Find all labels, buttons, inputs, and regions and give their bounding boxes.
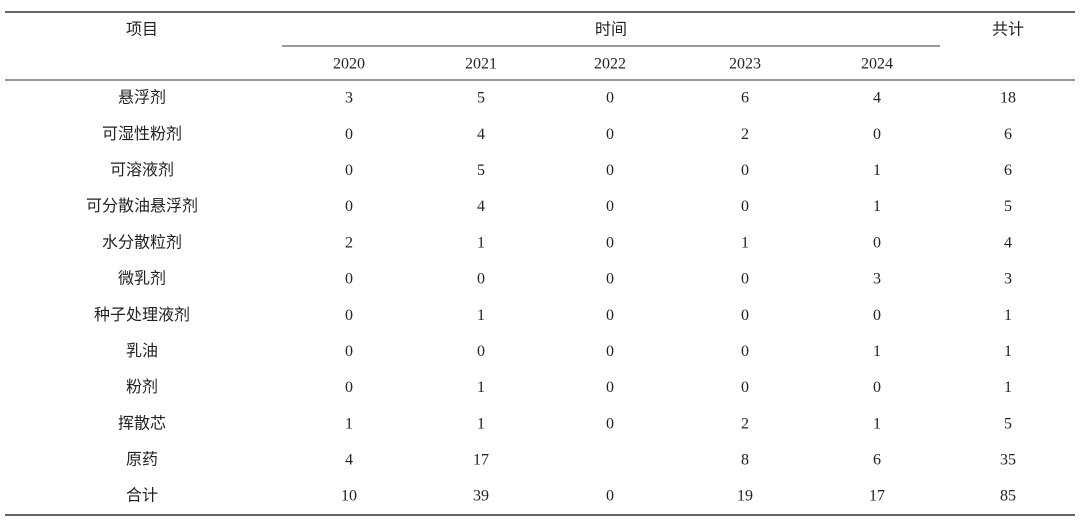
year-header: 2022 [594,56,626,73]
cell-value: 17 [869,488,885,505]
cell-value: 0 [345,198,353,215]
cell-value: 1 [477,307,485,324]
cell-value: 0 [741,271,749,288]
cell-value: 1 [873,162,881,179]
row-label: 乳油 [126,342,158,360]
year-header: 2023 [729,56,761,73]
cell-value: 10 [341,488,357,505]
cell-value: 1 [1004,379,1012,396]
cell-value: 0 [345,343,353,360]
cell-value: 0 [345,307,353,324]
cell-value: 1 [741,234,749,251]
cell-value: 6 [873,451,881,468]
cell-value: 4 [873,90,881,107]
cell-value: 5 [1004,415,1012,432]
cell-value: 19 [737,488,753,505]
cell-value: 4 [477,126,485,143]
cell-value: 1 [873,343,881,360]
cell-value: 8 [741,451,749,468]
cell-value: 0 [741,162,749,179]
cell-value: 1 [477,234,485,251]
header-time: 时间 [595,21,627,39]
year-header: 2021 [465,56,497,73]
row-label: 挥散芯 [118,414,166,432]
cell-value: 0 [606,90,614,107]
cell-value: 0 [741,343,749,360]
year-header: 2024 [861,56,893,73]
row-label: 种子处理液剂 [94,306,190,324]
cell-value: 85 [1000,488,1016,505]
cell-value: 6 [741,90,749,107]
cell-value: 0 [606,198,614,215]
cell-value: 0 [606,162,614,179]
cell-value: 0 [606,307,614,324]
row-label: 原药 [126,450,158,468]
cell-value: 0 [873,234,881,251]
cell-value: 1 [1004,307,1012,324]
row-label: 可湿性粉剂 [102,125,182,143]
cell-value: 0 [477,271,485,288]
cell-value: 1 [477,379,485,396]
cell-value: 3 [1004,271,1012,288]
header-total: 共计 [992,21,1024,39]
cell-value: 0 [345,379,353,396]
cell-value: 3 [345,90,353,107]
cell-value: 5 [477,90,485,107]
cell-value: 0 [741,198,749,215]
cell-value: 1 [873,198,881,215]
row-label: 悬浮剂 [118,89,166,107]
row-label: 水分散粒剂 [102,233,182,251]
cell-value: 5 [477,162,485,179]
cell-value: 0 [606,379,614,396]
row-label: 粉剂 [126,378,158,396]
row-label: 可分散油悬浮剂 [86,197,198,215]
cell-value: 2 [741,415,749,432]
cell-value: 1 [477,415,485,432]
row-label: 合计 [126,487,158,505]
cell-value: 2 [741,126,749,143]
cell-value: 0 [606,343,614,360]
cell-value: 2 [345,234,353,251]
cell-value: 0 [606,234,614,251]
cell-value: 1 [873,415,881,432]
cell-value: 0 [873,126,881,143]
cell-value: 4 [477,198,485,215]
cell-value: 4 [345,451,353,468]
cell-value: 0 [345,271,353,288]
cell-value: 6 [1004,126,1012,143]
cell-value: 1 [345,415,353,432]
cell-value: 6 [1004,162,1012,179]
row-label: 微乳剂 [118,270,166,288]
cell-value: 0 [606,415,614,432]
cell-value: 0 [606,126,614,143]
cell-value: 35 [1000,451,1016,468]
cell-value: 4 [1004,234,1012,251]
year-header: 2020 [333,56,365,73]
cell-value: 17 [473,451,489,468]
row-label: 可溶液剂 [110,161,174,179]
cell-value: 39 [473,488,489,505]
cell-value: 0 [741,379,749,396]
cell-value: 5 [1004,198,1012,215]
cell-value: 0 [345,162,353,179]
header-item: 项目 [126,22,158,39]
cell-value: 1 [1004,343,1012,360]
cell-value: 0 [345,126,353,143]
cell-value: 3 [873,271,881,288]
cell-value: 0 [741,307,749,324]
cell-value: 0 [873,307,881,324]
cell-value: 0 [873,379,881,396]
cell-value: 18 [1000,90,1016,107]
cell-value: 0 [606,488,614,505]
cell-value: 0 [477,343,485,360]
cell-value: 0 [606,271,614,288]
